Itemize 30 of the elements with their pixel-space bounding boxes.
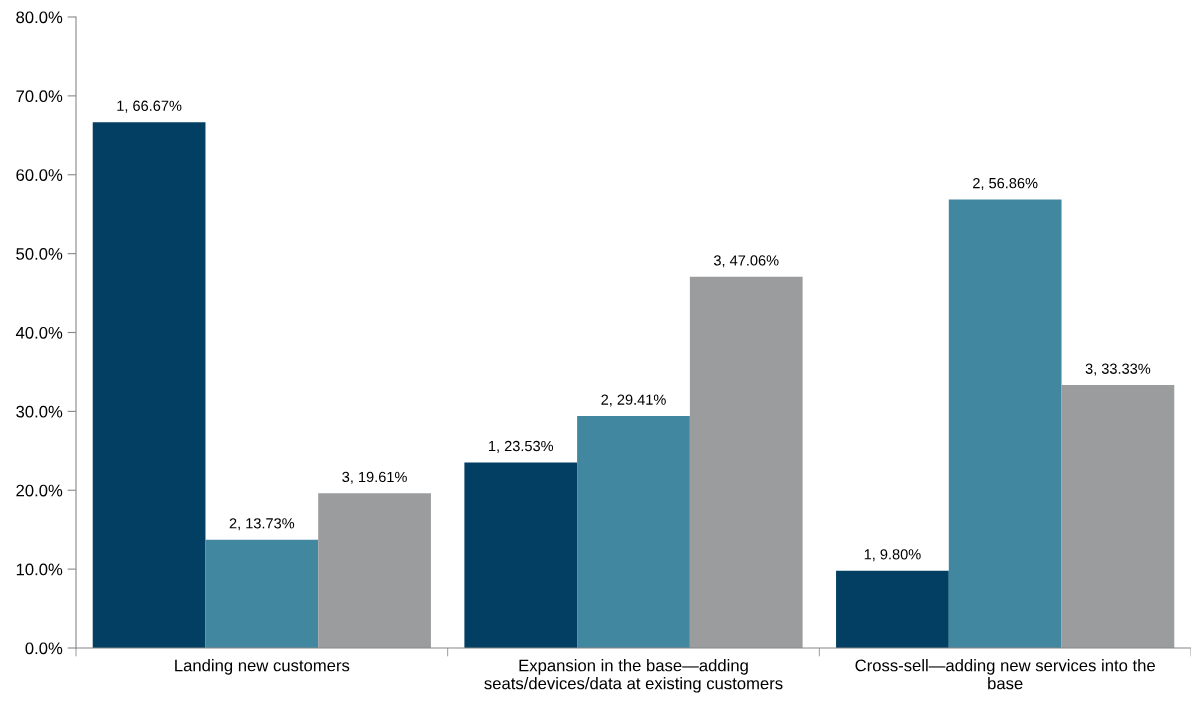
data-label: 1, 66.67% bbox=[117, 100, 182, 113]
x-tick-label: Expansion in the base—adding seats/devices/data at existing customers bbox=[484, 659, 783, 693]
x-tick-label: Landing new customers bbox=[175, 659, 350, 675]
bar bbox=[948, 199, 1062, 648]
data-label: 3, 47.06% bbox=[713, 255, 779, 268]
y-tick-label: 70.0% bbox=[16, 90, 63, 103]
data-label: 2, 56.86% bbox=[973, 177, 1038, 191]
y-tick-label: 30.0% bbox=[16, 405, 63, 418]
data-label: 2, 13.73% bbox=[229, 518, 295, 531]
bar bbox=[1061, 385, 1175, 648]
bar bbox=[205, 539, 319, 648]
data-label: 3, 33.33% bbox=[1085, 363, 1151, 376]
bar bbox=[689, 276, 803, 648]
bar bbox=[318, 493, 431, 648]
data-label: 2, 29.41% bbox=[601, 394, 666, 407]
data-label: 1, 9.80% bbox=[864, 549, 921, 562]
y-tick-label: 80.0% bbox=[16, 11, 63, 24]
y-tick-label: 10.0% bbox=[16, 563, 63, 576]
bar bbox=[577, 416, 690, 648]
y-tick-label: 0.0% bbox=[25, 642, 63, 655]
y-tick-label: 20.0% bbox=[16, 484, 63, 497]
bar bbox=[92, 122, 206, 648]
data-label: 3, 19.61% bbox=[342, 471, 407, 484]
data-label: 1, 23.53% bbox=[489, 440, 554, 453]
y-tick-label: 40.0% bbox=[15, 326, 63, 339]
x-tick-label: Cross-sell—adding new services into the base bbox=[855, 659, 1155, 690]
y-tick-label: 50.0% bbox=[16, 248, 63, 260]
bar bbox=[464, 462, 578, 648]
y-tick-label: 60.0% bbox=[16, 169, 63, 181]
bar bbox=[836, 570, 949, 648]
